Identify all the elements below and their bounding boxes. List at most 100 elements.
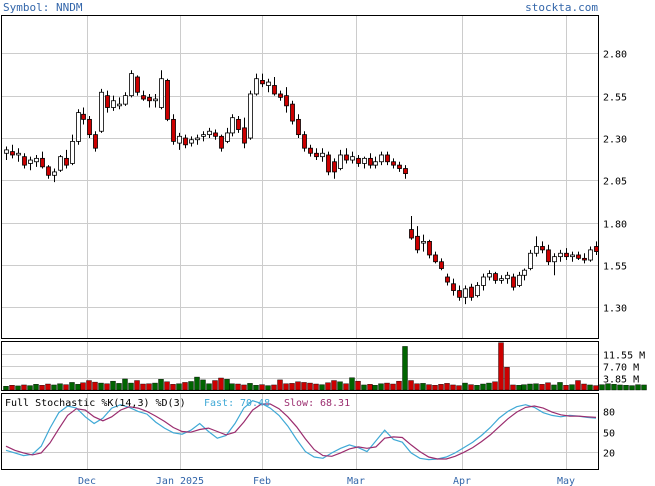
volume-bar [539,384,545,391]
x-tick-label: Apr [453,476,471,486]
volume-bar [218,377,224,391]
volume-bar [617,384,623,391]
volume-bar [289,383,295,391]
volume-bar [134,380,140,391]
volume-bar [343,383,349,391]
candle-body [403,168,408,175]
volume-bar [253,385,259,391]
candle-body [117,103,122,107]
price-tick-label: 2.80 [603,50,627,61]
volume-bar [396,380,402,391]
candle-body [189,139,194,144]
volume-bar [57,383,63,391]
candle-body [266,81,271,86]
candle-body [153,98,158,102]
candle-body [362,157,367,164]
candle-body [338,154,343,169]
volume-tick-label: 11.55 M [603,351,645,362]
candle-body [147,96,152,102]
candle-body [242,127,247,144]
volume-bar [313,383,319,391]
volume-bar [551,384,557,391]
slow-legend-label: Slow: [284,398,314,409]
volume-bar [176,383,182,391]
fast-stochastic-line [5,400,597,461]
candle-body [409,229,414,239]
volume-bar [527,383,533,391]
candle-body [421,240,426,244]
candle-body [52,171,57,176]
volume-bar [378,383,384,391]
volume-bar [498,342,504,391]
volume-bar [587,384,593,391]
candle-body [540,246,545,251]
volume-bar [402,346,408,391]
volume-bar [212,380,218,391]
volume-bar [301,382,307,391]
volume-bar [456,385,462,391]
x-tick-label: Dec [78,476,96,486]
volume-bar [15,385,21,391]
volume-bar [247,383,253,391]
volume-bar [361,384,367,391]
candle-body [332,161,337,173]
volume-bar [128,382,134,391]
price-tick-label: 1.80 [603,220,627,231]
candlesticks [4,70,599,305]
volume-bar [271,384,277,391]
volume-bar [27,385,33,391]
x-tick-label: Jan 2025 [156,476,204,486]
volume-bar [355,380,361,391]
candle-body [123,95,128,105]
volume-bar [337,381,343,391]
candle-body [517,274,522,286]
candle-body [570,254,575,258]
candle-body [87,118,92,136]
candle-body [272,85,277,95]
volume-bar [69,382,75,391]
volume-bar [325,382,331,391]
candle-body [284,95,289,107]
axis-labels: 2.80 2.55 2.30 2.05 1.80 1.55 1.30 Dec Jan 2025 F… [78,50,645,486]
candle-body [76,112,81,142]
candle-body [588,249,593,261]
candle-body [326,154,331,173]
volume-bar [408,380,414,391]
volume-tick-label: 7.70 M [603,363,639,374]
volume-bar [510,384,516,391]
candle-body [141,95,146,100]
candle-body [415,235,420,251]
volume-bar [92,381,98,391]
candle-body [105,95,110,108]
volume-bar [295,381,301,391]
candle-body [356,157,361,164]
candle-body [350,156,355,161]
candle-body [81,113,86,120]
candle-body [427,240,432,256]
volume-bar [480,383,486,391]
stochastic-title: Full Stochastic %K(14,3) %D(3) [5,398,186,409]
candle-body [195,137,200,141]
x-tick-label: Mar [347,476,365,486]
volume-bar [104,383,110,391]
volume-bar [438,384,444,391]
fast-legend-value: 70.48 [240,398,270,409]
volume-bar [426,384,432,391]
volume-bar [581,383,587,391]
volume-bar [468,384,474,391]
volume-bar [331,380,337,391]
volume-bars [3,342,647,391]
site-label: stockta.com [525,1,598,14]
volume-bar [164,381,170,391]
candle-body [445,276,450,283]
volume-bar [521,384,527,391]
candle-body [34,157,39,163]
candle-body [582,257,587,261]
volume-bar [206,383,212,391]
volume-tick-label: 3.85 M [603,375,639,386]
volume-bar [557,382,563,391]
volume-bar [3,386,9,391]
volume-bar [623,385,629,391]
symbol-label: Symbol: NNDM [3,1,83,14]
volume-bar [182,382,188,391]
